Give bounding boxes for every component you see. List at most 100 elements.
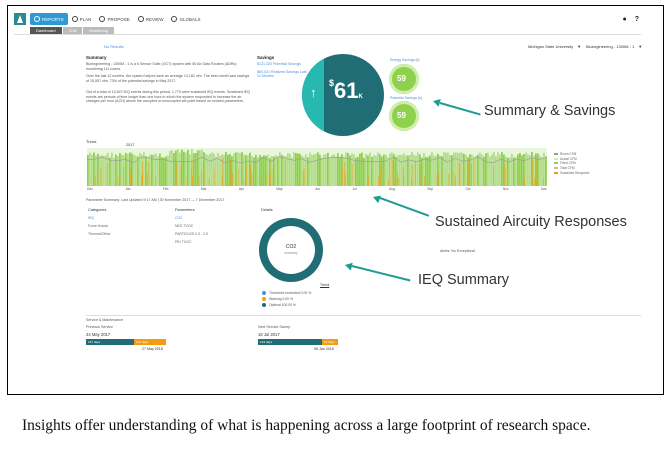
- energy-savings-circle: 59: [389, 64, 419, 94]
- realized-savings-link[interactable]: $60,021 Realized Savings Last 12 Months: [257, 70, 307, 79]
- trend-bar: [399, 154, 401, 186]
- trend-bar: [283, 155, 285, 186]
- service-divider: [86, 315, 641, 316]
- category-item[interactable]: Thermal/Other: [88, 232, 111, 236]
- legend-threshold: Threshold exceeded 0.00 %: [262, 290, 311, 296]
- nav-plan[interactable]: PLAN: [68, 13, 96, 25]
- legend-item[interactable]: Actual CFM: [554, 157, 589, 162]
- trend-bar: [491, 154, 493, 186]
- trend-bar: [483, 156, 485, 186]
- trend-bar: [203, 152, 205, 186]
- trend-bar: [537, 153, 539, 186]
- next-service-date: 18 Jul 2017: [258, 332, 280, 337]
- next-service-progress: 134 days 19 days: [258, 339, 338, 345]
- savings-big-circle: ↑ $61K: [302, 54, 384, 136]
- sustained-response-mark: [208, 178, 210, 186]
- trend-link[interactable]: Trend: [320, 283, 330, 287]
- trend-bar: [497, 152, 499, 186]
- user-icon[interactable]: ●: [622, 15, 627, 23]
- trend-bar: [323, 154, 325, 186]
- help-icon[interactable]: ?: [634, 15, 639, 23]
- tab-monitoring[interactable]: Monitoring: [83, 27, 115, 34]
- trend-bar: [519, 153, 521, 186]
- legend-label: Sustained Response: [560, 170, 590, 175]
- university-select[interactable]: Michigan State University ▼: [528, 44, 581, 49]
- trend-bar: [415, 155, 417, 186]
- sustained-response-mark: [411, 179, 412, 186]
- trend-bar: [525, 152, 527, 186]
- sustained-response-mark: [415, 160, 416, 186]
- sustained-response-mark: [398, 177, 400, 186]
- trend-bar: [407, 155, 409, 186]
- sustained-response-mark: [453, 172, 455, 186]
- building-select[interactable]: Bioengineering - 1300M - 1 ▼: [586, 44, 642, 49]
- callout-aircuity: Sustained Aircuity Responses: [435, 214, 627, 230]
- trend-bar: [299, 153, 301, 186]
- category-item[interactable]: IEQ: [88, 216, 95, 220]
- trend-bar: [265, 155, 267, 186]
- sw: [554, 153, 558, 156]
- legend-item[interactable]: Fixed CFM: [554, 161, 589, 166]
- sustained-response-mark: [459, 163, 461, 186]
- sustained-response-mark: [493, 165, 494, 186]
- potential-savings-link[interactable]: $131,323 Potential Savings: [257, 62, 301, 66]
- trend-bar: [131, 153, 133, 186]
- sub-tabs: Dashboard Chill Monitoring: [30, 27, 115, 34]
- trend-bar: [103, 156, 105, 186]
- trend-bar: [223, 154, 225, 186]
- trend-bar: [401, 154, 403, 186]
- nav-review[interactable]: REVIEW: [134, 13, 168, 25]
- trend-bar: [383, 154, 385, 186]
- dot: [262, 303, 266, 307]
- trend-bar: [535, 153, 537, 186]
- tab-chill[interactable]: Chill: [62, 27, 83, 34]
- trend-bar: [377, 152, 379, 186]
- legend-item[interactable]: Room CFM: [554, 152, 589, 157]
- arrow-up-icon: ↑: [310, 85, 317, 100]
- trend-bar: [335, 156, 337, 186]
- donut-subtitle: summary: [284, 251, 298, 255]
- trend-bar: [529, 155, 531, 186]
- month-tick: May: [276, 187, 283, 191]
- nav-reports[interactable]: REPORTS: [30, 13, 68, 25]
- sustained-response-mark: [420, 164, 422, 186]
- nav-propose[interactable]: PROPOSE: [95, 13, 133, 25]
- summary-para-3: Out of a total of 13,547 IEQ events duri…: [86, 90, 251, 104]
- sustained-response-mark: [523, 173, 525, 186]
- trend-title: Trend: [86, 139, 97, 144]
- sustained-response-mark: [458, 162, 460, 186]
- sustained-response-mark: [148, 162, 150, 186]
- savings-circle-accent: [302, 54, 324, 136]
- nav-globals[interactable]: GLOBALS: [167, 13, 204, 25]
- parameter-item[interactable]: PARTICLES 0.3 - 2.5: [175, 232, 208, 236]
- sustained-response-mark: [355, 163, 356, 186]
- sustained-response-mark: [245, 164, 247, 186]
- trend-bar: [417, 152, 419, 186]
- callout-ieq: IEQ Summary: [418, 272, 510, 288]
- legend-item[interactable]: Sustained Response: [554, 170, 589, 175]
- sustained-response-mark: [100, 167, 102, 186]
- trend-bar: [87, 154, 89, 186]
- category-item[interactable]: Fume Hoods: [88, 224, 109, 228]
- parameter-item[interactable]: PID TVOC: [175, 240, 192, 244]
- parameter-item[interactable]: NEG TVOC: [175, 224, 194, 228]
- sustained-response-mark: [436, 175, 438, 186]
- trend-bar: [117, 156, 119, 186]
- trend-bar: [171, 150, 173, 186]
- trend-bar: [443, 152, 445, 186]
- parameter-item[interactable]: CO2: [175, 216, 183, 220]
- sustained-response-mark: [344, 162, 345, 186]
- trend-bar: [541, 157, 543, 186]
- trend-bar: [261, 156, 263, 186]
- trend-bar: [157, 156, 159, 186]
- trend-bar: [133, 154, 135, 186]
- tab-dashboard[interactable]: Dashboard: [30, 27, 62, 34]
- progress-done: 197 days: [86, 339, 134, 345]
- trend-bar: [109, 157, 111, 186]
- legend-item[interactable]: Total CFM: [554, 166, 589, 171]
- sw: [554, 171, 558, 174]
- trend-bar: [273, 156, 275, 186]
- sustained-response-mark: [378, 176, 379, 186]
- trend-bar: [375, 155, 377, 186]
- trend-bar: [311, 154, 313, 186]
